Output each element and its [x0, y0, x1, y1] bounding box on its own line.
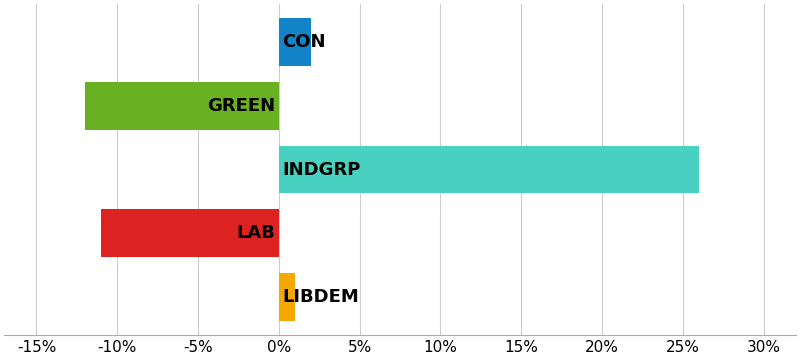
Bar — [279, 273, 295, 321]
Bar — [85, 82, 279, 130]
Text: CON: CON — [282, 33, 326, 51]
Bar — [101, 209, 279, 257]
Bar — [279, 18, 311, 66]
Text: LIBDEM: LIBDEM — [282, 288, 359, 306]
Bar — [279, 146, 699, 194]
Text: GREEN: GREEN — [207, 97, 275, 115]
Text: LAB: LAB — [237, 224, 275, 242]
Text: INDGRP: INDGRP — [282, 160, 361, 178]
